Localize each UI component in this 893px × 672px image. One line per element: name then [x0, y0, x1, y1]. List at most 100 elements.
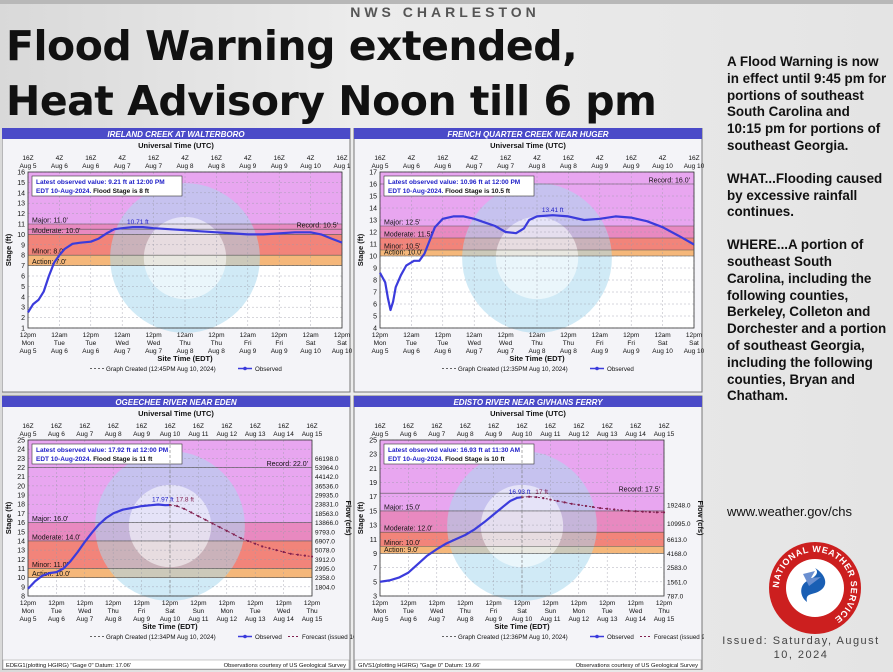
bottom-tick-label: 12pm [514, 600, 530, 607]
office-name: NWS CHARLESTON [350, 4, 540, 20]
top-tick-label: 4Z [118, 155, 126, 162]
bottom-tick-label: 12am [654, 332, 670, 339]
y-tick-label: 8 [21, 594, 25, 601]
stage-label: Minor: 8.0' [32, 249, 64, 256]
y-tick-label: 5 [373, 579, 377, 586]
y-tick-label: 2 [21, 315, 25, 322]
top-tick-label: 16Z [148, 155, 159, 162]
flow-tick-label: 18563.0 [315, 511, 339, 518]
forecast-point [662, 511, 666, 514]
top-tick-label: 4Z [533, 155, 541, 162]
stage-label: Action: 10.0' [32, 571, 70, 578]
bottom-tick-label: Aug 5 [372, 348, 389, 355]
bottom-tick-label: Mon [374, 340, 387, 347]
bottom-tick-label: Aug 8 [457, 616, 474, 623]
top-tick-label: 16Z [602, 423, 613, 430]
bottom-tick-label: 12pm [560, 332, 576, 339]
top-tick-label: 4Z [307, 155, 315, 162]
y-tick-label: 14 [369, 206, 377, 213]
headline-line-1: Flood Warning extended, [6, 22, 578, 70]
bottom-tick-label: 12pm [247, 600, 263, 607]
bottom-tick-label: 12am [177, 332, 193, 339]
top-tick-label: Aug 9 [591, 163, 608, 170]
bottom-tick-label: 12pm [400, 600, 416, 607]
bottom-tick-label: Wed [277, 608, 291, 615]
y-tick-label: 11 [370, 537, 377, 544]
y-tick-label: 1 [21, 326, 25, 333]
forecast-point [627, 509, 630, 513]
stage-label: Moderate: 12.0' [384, 526, 432, 533]
flow-tick-label: 2995.0 [315, 566, 335, 573]
footer-credit: Observations courtesy of US Geological S… [576, 663, 699, 669]
top-tick-label: 16Z [274, 155, 285, 162]
top-tick-label: 16Z [500, 155, 511, 162]
bottom-tick-label: Sat [517, 608, 527, 615]
top-tick-label: 16Z [221, 423, 232, 430]
stage-label: Major: 15.0' [384, 504, 420, 511]
bottom-tick-label: Aug 5 [20, 616, 37, 623]
top-tick-label: Aug 8 [105, 431, 122, 438]
hydrograph-4: EDISTO RIVER NEAR GIVHANS FERRY Universal… [353, 395, 704, 670]
bottom-tick-label: Tue [406, 340, 417, 347]
bottom-axis-label: Site Time (EDT) [494, 622, 550, 631]
forecast-peak-label: 17 ft [535, 489, 548, 496]
bottom-tick-label: Tue [437, 340, 448, 347]
bottom-tick-label: 12pm [623, 332, 639, 339]
bottom-axis-label: Site Time (EDT) [157, 354, 213, 363]
forecast-point [528, 495, 531, 498]
forecast-point [535, 495, 538, 499]
top-tick-label: 16Z [193, 423, 204, 430]
peak-label: 17.97 ft [152, 497, 174, 504]
legend-observed-marker [243, 366, 247, 371]
bottom-tick-label: Thu [531, 340, 543, 347]
forecast-point [225, 529, 228, 532]
top-tick-label: Aug 5 [20, 431, 37, 438]
y-tick-label: 15 [17, 529, 25, 536]
legend-observed-marker [243, 634, 247, 639]
bottom-tick-label: 12pm [208, 332, 224, 339]
top-tick-label: Aug 14 [625, 431, 646, 438]
legend-forecast: Forecast (issued 10:34AM Aug 10) [302, 634, 397, 641]
top-tick-label: 16Z [688, 155, 699, 162]
bottom-tick-label: Aug 10 [652, 348, 673, 355]
bottom-tick-label: Aug 10 [300, 348, 321, 355]
y-tick-label: 14 [17, 538, 25, 545]
bottom-tick-label: Aug 9 [239, 348, 256, 355]
top-tick-label: 16Z [374, 155, 385, 162]
top-tick-label: Aug 12 [216, 431, 237, 438]
bottom-tick-label: Aug 8 [208, 348, 225, 355]
stage-label: Minor: 11.0' [32, 562, 68, 569]
bottom-tick-label: Aug 9 [133, 616, 150, 623]
bottom-tick-label: Sun [193, 608, 205, 615]
bottom-axis-label: Site Time (EDT) [142, 622, 198, 631]
stage-label: Major: 11.0' [32, 218, 68, 225]
y-tick-label: 25 [369, 438, 377, 445]
warning-paragraph-2: WHAT...Flooding caused by excessive rain… [727, 170, 883, 220]
nws-logo: NATIONAL WEATHER SERVICE [769, 542, 861, 634]
y-tick-label: 8 [21, 253, 25, 260]
forecast-point [599, 506, 602, 510]
top-tick-label: 16Z [278, 423, 289, 430]
record-label: Record: 17.5' [619, 487, 660, 494]
forecast-point [168, 503, 172, 507]
forecast-point [282, 550, 285, 554]
warning-paragraph-3: WHERE...A portion of southeast South Car… [727, 237, 887, 404]
bottom-tick-label: 12pm [372, 600, 388, 607]
top-tick-label: Aug 9 [485, 431, 502, 438]
bottom-tick-label: Sat [689, 340, 699, 347]
forecast-point [211, 522, 214, 525]
bottom-tick-label: Tue [85, 340, 96, 347]
latest-value-line2: EDT 10-Aug-2024. Flood Stage is 10.5 ft [388, 188, 511, 195]
bottom-tick-label: Aug 9 [591, 348, 608, 355]
top-tick-label: Aug 7 [428, 431, 445, 438]
top-tick-label: Aug 6 [51, 163, 68, 170]
hydrograph-3: OGEECHEE RIVER NEAR EDEN Universal Time (… [2, 395, 397, 670]
bottom-tick-label: Thu [211, 340, 223, 347]
logo-swirl [801, 568, 826, 602]
footer-bar [354, 659, 702, 670]
footer-datum: GIVS1(plotting HGIRG) "Gage 0" Datum: 19… [358, 663, 481, 669]
top-tick-label: Aug 6 [434, 163, 451, 170]
flood-stage-note: Flood Stage is 10 ft [445, 456, 505, 463]
website-link[interactable]: www.weather.gov/chs [727, 504, 853, 519]
forecast-peak-label: 17.8 ft [176, 497, 194, 504]
